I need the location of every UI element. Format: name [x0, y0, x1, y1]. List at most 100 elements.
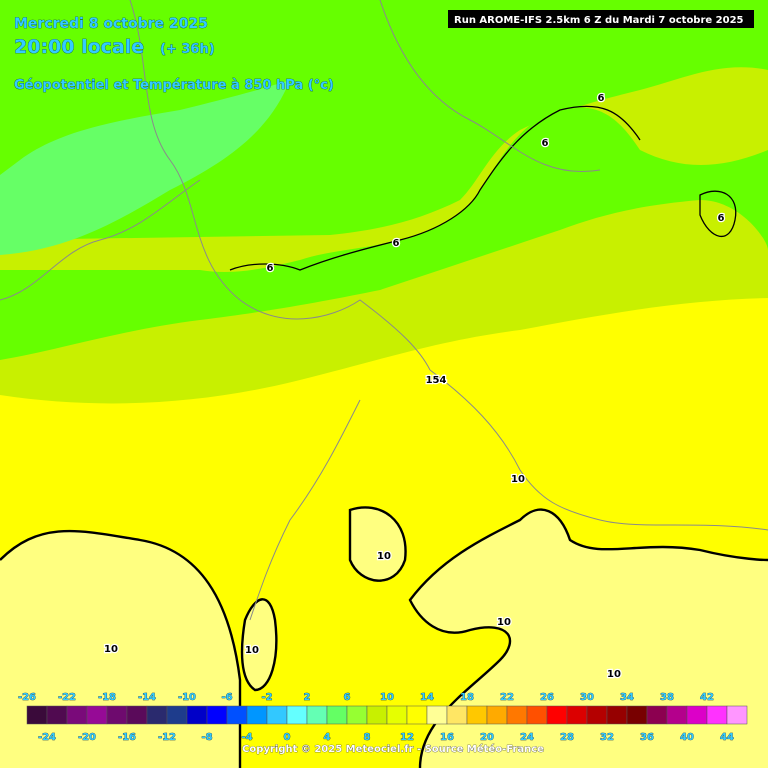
contour-label: 10 [377, 551, 391, 562]
legend-swatch [706, 705, 728, 725]
legend-swatch [306, 705, 328, 725]
legend-label: -8 [201, 732, 212, 743]
legend-swatch [246, 705, 268, 725]
legend-label: 40 [680, 732, 694, 743]
border [129, 0, 431, 371]
lead: (+ 36h) [160, 42, 215, 57]
legend-label: -26 [18, 692, 36, 703]
legend-swatch [506, 705, 528, 725]
legend-swatch [406, 705, 428, 725]
legend-swatch [326, 705, 348, 725]
borders [0, 0, 768, 621]
legend-label: 36 [640, 732, 654, 743]
legend-label: -4 [241, 732, 252, 743]
legend-label: -2 [261, 692, 272, 703]
legend-swatch [626, 705, 648, 725]
run-box [448, 10, 754, 28]
legend-swatch [66, 705, 88, 725]
contour-6 [229, 105, 737, 271]
legend-swatch [386, 705, 408, 725]
legend-label: -10 [178, 692, 196, 703]
legend-label: 24 [520, 732, 534, 743]
legend-swatch [726, 705, 748, 725]
legend-label: 2 [304, 692, 311, 703]
contour-line [229, 105, 641, 271]
contour-line [240, 598, 278, 692]
region-14 [410, 509, 768, 768]
legend-swatch [646, 705, 668, 725]
legend-label: 10 [380, 692, 394, 703]
border [249, 399, 361, 621]
legend-label: -24 [38, 732, 56, 743]
legend-label: 14 [420, 692, 434, 703]
contour-line [699, 190, 737, 238]
region-14 [350, 507, 406, 581]
contour-labels: 6 6 6 6 6 154 10 10 10 10 10 10 [103, 92, 726, 682]
legend-swatch [186, 705, 208, 725]
legend-label: 44 [720, 732, 734, 743]
legend-swatch [226, 705, 248, 725]
contour-label: 10 [511, 474, 525, 485]
contour-label: 6 [267, 263, 274, 274]
legend-label: 6 [344, 692, 351, 703]
legend-label: 26 [540, 692, 554, 703]
legend-swatch [126, 705, 148, 725]
legend-label: 12 [400, 732, 414, 743]
legend-label: -12 [158, 732, 176, 743]
contour-line [0, 529, 242, 768]
legend-swatch [526, 705, 548, 725]
legend-label: -20 [78, 732, 96, 743]
legend-swatch [546, 705, 568, 725]
region-4 [0, 80, 290, 255]
legend-label: -18 [98, 692, 116, 703]
contour-label: 6 [542, 138, 549, 149]
legend-swatch [606, 705, 628, 725]
contour-label: 10 [607, 669, 621, 680]
legend-label: -14 [138, 692, 156, 703]
contour-line [348, 506, 407, 582]
contour-label: 10 [104, 644, 118, 655]
copyright: Copyright © 2025 Meteociel.fr - Source M… [242, 743, 544, 755]
legend-label: 42 [700, 692, 714, 703]
field: Géopotentiel et Température à 850 hPa (°… [14, 78, 334, 93]
legend-swatch [86, 705, 108, 725]
contour-label: 10 [497, 617, 511, 628]
legend-swatch [426, 705, 448, 725]
legend-label: -6 [221, 692, 232, 703]
legend-swatch [586, 705, 608, 725]
border [429, 369, 768, 531]
legend-swatch [206, 705, 228, 725]
legend-swatch [566, 705, 588, 725]
legend-label: 38 [660, 692, 674, 703]
legend-swatch [46, 705, 68, 725]
legend-label: 16 [440, 732, 454, 743]
legend-swatch [666, 705, 688, 725]
legend-label: 4 [324, 732, 331, 743]
contour-line [408, 508, 768, 768]
region-6 [0, 0, 768, 240]
border [0, 179, 201, 301]
legend-label: 18 [460, 692, 474, 703]
contour-label: 6 [718, 213, 725, 224]
legend-label: 32 [600, 732, 614, 743]
legend-swatch [446, 705, 468, 725]
legend-label: 20 [480, 732, 494, 743]
legend-swatch [486, 705, 508, 725]
legend-label: 22 [500, 692, 514, 703]
legend-swatch [286, 705, 308, 725]
legend-swatch [26, 705, 48, 725]
legend-swatch [466, 705, 488, 725]
contour-label: 6 [393, 238, 400, 249]
legend-swatch [346, 705, 368, 725]
time: 20:00 locale [14, 36, 144, 58]
run: Run AROME-IFS 2.5km 6 Z du Mardi 7 octob… [454, 15, 744, 26]
contour-10 [0, 506, 768, 768]
legend-swatch [166, 705, 188, 725]
legend-label: 8 [364, 732, 371, 743]
contour-label: 10 [245, 645, 259, 656]
date: Mercredi 8 octobre 2025 [14, 16, 208, 32]
legend-swatch [266, 705, 288, 725]
legend-label: 30 [580, 692, 594, 703]
contour-label: 6 [598, 93, 605, 104]
